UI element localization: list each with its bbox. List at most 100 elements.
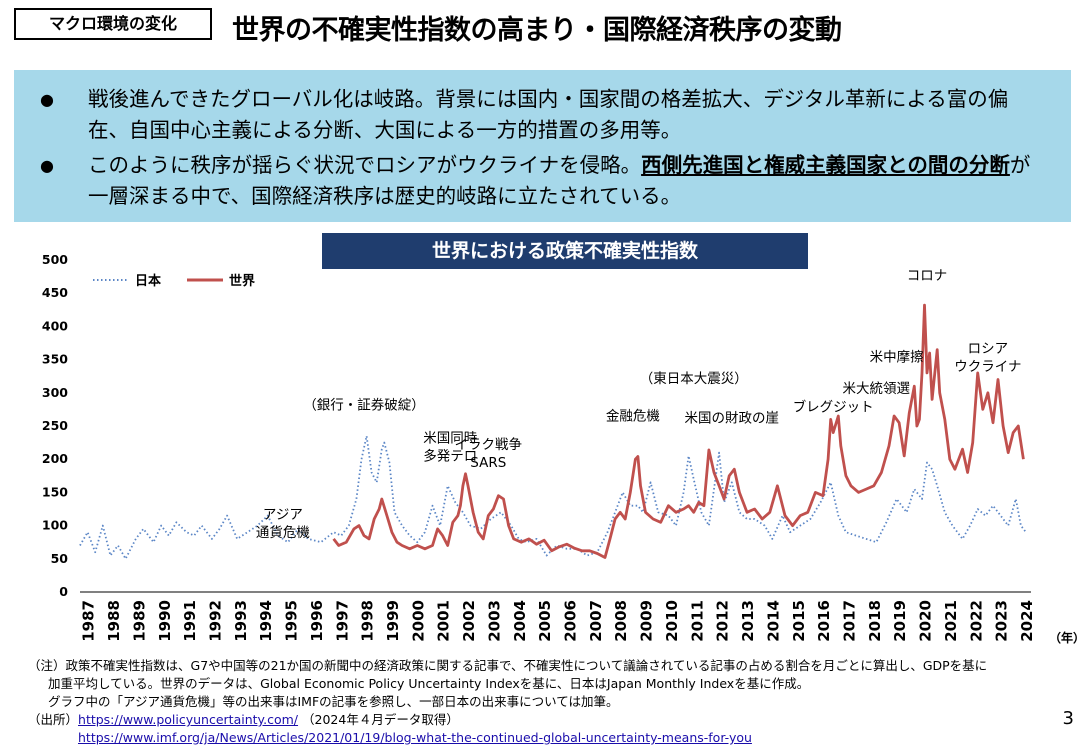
y-tick-label: 100: [42, 518, 68, 533]
event-annotation: （東日本大震災）: [640, 371, 748, 387]
event-annotation: ロシアウクライナ: [954, 341, 1021, 375]
x-tick-label: 2023: [993, 600, 1011, 642]
x-tick-label: 2011: [688, 600, 706, 642]
y-tick-label: 300: [42, 385, 68, 400]
x-tick-label: 2012: [714, 600, 732, 642]
x-tick-label: 2022: [967, 600, 985, 642]
note-line-2: 加重平均している。世界のデータは、Global Economic Policy …: [48, 676, 810, 691]
x-tick-label: 1999: [384, 600, 402, 642]
event-annotation: イラク戦争 SARS: [455, 437, 523, 471]
event-annotation: 米国の財政の崖: [685, 411, 780, 427]
y-tick-label: 500: [42, 252, 68, 267]
event-annotation-line: 多発テロ: [423, 448, 477, 465]
x-tick-label: 2009: [638, 600, 656, 642]
x-tick-label: 2005: [536, 600, 554, 642]
event-annotation: 米国同時多発テロ: [423, 431, 477, 465]
x-tick-label: 2008: [612, 600, 630, 642]
note-line-1: （注）政策不確実性指数は、G7や中国等の21か国の新聞中の経済政策に関する記事で…: [28, 657, 987, 675]
x-tick-label: 2024: [1018, 600, 1036, 642]
x-tick-label: 1992: [206, 600, 224, 642]
note-line-3: グラフ中の「アジア通貨危機」等の出来事はIMFの記事を参照し、一部日本の出来事に…: [48, 694, 619, 709]
x-tick-label: 1993: [232, 600, 250, 642]
y-tick-label: 200: [42, 451, 68, 466]
y-tick-label: 0: [59, 584, 68, 599]
event-annotation: 米中摩擦: [870, 349, 924, 366]
event-annotation-line: 米中摩擦: [870, 349, 924, 366]
section-tag: マクロ環境の変化: [14, 8, 212, 40]
event-annotation-line: イラク戦争: [455, 437, 523, 453]
event-annotation: コロナ: [907, 268, 948, 284]
x-tick-label: 1998: [359, 600, 377, 642]
page-number: 3: [1062, 708, 1074, 729]
x-tick-label: 2003: [485, 600, 503, 642]
source-link-1[interactable]: https://www.policyuncertainty.com/: [78, 712, 299, 727]
x-tick-label: 2001: [435, 600, 453, 642]
note-text: 政策不確実性指数は、G7や中国等の21か国の新聞中の経済政策に関する記事で、不確…: [65, 658, 988, 673]
x-tick-label: 2021: [942, 600, 960, 642]
event-annotation: ブレグジット: [793, 398, 874, 415]
x-tick-label: 2004: [511, 600, 529, 642]
notes: （注）政策不確実性指数は、G7や中国等の21か国の新聞中の経済政策に関する記事で…: [28, 657, 987, 747]
x-tick-label: 1994: [257, 600, 275, 642]
event-annotation-line: 米国同時: [423, 431, 477, 447]
chart-title: 世界における政策不確実性指数: [322, 233, 808, 269]
event-annotation: （銀行・証券破綻）: [303, 397, 425, 413]
event-annotation-line: （東日本大震災）: [640, 371, 748, 387]
bullet-text-emphasis: 西側先進国と権威主義国家との間の分断: [641, 153, 1010, 177]
event-annotation-line: ブレグジット: [793, 398, 874, 415]
x-tick-label: 2002: [460, 600, 478, 642]
event-annotation-line: 米国の財政の崖: [685, 411, 780, 427]
x-axis-unit: （年）: [1049, 630, 1084, 645]
note-label: （注）: [28, 658, 66, 673]
bullet-text: 戦後進んできたグローバル化は岐路。背景には国内・国家間の格差拡大、デジタル革新に…: [88, 87, 1009, 142]
x-tick-label: 2018: [866, 600, 884, 642]
x-tick-label: 2019: [891, 600, 909, 642]
x-tick-label: 2016: [815, 600, 833, 642]
legend-label: 日本: [135, 273, 161, 289]
source-date: （2024年４月データ取得）: [302, 712, 459, 727]
event-annotation-line: 通貨危機: [256, 524, 310, 541]
event-annotation-line: ロシア: [968, 341, 1009, 357]
x-tick-label: 1989: [130, 600, 148, 642]
source-label: （出所）: [28, 712, 79, 727]
event-annotation: アジア通貨危機: [256, 507, 310, 541]
x-tick-label: 1995: [283, 600, 301, 642]
event-annotation-line: アジア: [263, 507, 303, 523]
x-tick-label: 2014: [764, 600, 782, 642]
series-world-line: [332, 303, 1025, 559]
x-tick-label: 1988: [105, 600, 123, 642]
x-tick-label: 2013: [739, 600, 757, 642]
x-tick-label: 1991: [181, 600, 199, 642]
event-annotation: 米大統領選: [843, 380, 911, 397]
legend-label: 世界: [229, 273, 255, 289]
series-japan-line: [79, 435, 1027, 560]
x-tick-label: 1990: [156, 600, 174, 642]
x-tick-label: 2017: [840, 600, 858, 642]
x-tick-label: 2000: [409, 600, 427, 642]
event-annotation: 金融危機: [606, 409, 660, 425]
x-tick-label: 1997: [333, 600, 351, 642]
event-annotation-line: 金融危機: [606, 409, 660, 425]
bullet-text-post: が一層深まる中で、国際経済秩序は歴史的岐路に立たされている。: [88, 153, 1031, 208]
y-tick-label: 350: [42, 352, 68, 367]
x-tick-label: 2015: [790, 600, 808, 642]
y-tick-label: 50: [51, 551, 69, 566]
x-tick-label: 2020: [917, 600, 935, 642]
y-tick-label: 450: [42, 285, 68, 300]
source-line-1: （出所）https://www.policyuncertainty.com/ （…: [28, 711, 987, 729]
event-annotation-line: SARS: [470, 455, 506, 471]
event-annotation-line: （銀行・証券破綻）: [303, 397, 425, 413]
event-annotation-line: コロナ: [907, 268, 948, 284]
x-tick-label: 2007: [587, 600, 605, 642]
bullet-text-pre: このように秩序が揺らぐ状況でロシアがウクライナを侵略。: [88, 153, 642, 177]
event-annotation-line: 米大統領選: [843, 380, 911, 397]
source-link-2[interactable]: https://www.imf.org/ja/News/Articles/202…: [78, 730, 752, 745]
bullet-dot-icon: ●: [40, 156, 54, 175]
bullet-text: このように秩序が揺らぐ状況でロシアがウクライナを侵略。西側先進国と権威主義国家と…: [88, 150, 1048, 212]
uncertainty-chart: 0 50 100 150 200 250 300 350 400 450 500 1987 1988 19…: [42, 252, 1084, 645]
event-annotation-line: ウクライナ: [954, 359, 1021, 375]
page-title: 世界の不確実性指数の高まり・国際経済秩序の変動: [232, 15, 842, 46]
summary-box: ● 戦後進んできたグローバル化は岐路。背景には国内・国家間の格差拡大、デジタル革…: [14, 70, 1071, 222]
x-tick-label: 2010: [663, 600, 681, 642]
x-tick-label: 2006: [562, 600, 580, 642]
